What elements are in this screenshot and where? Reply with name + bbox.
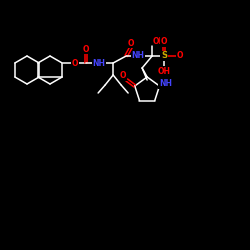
- Text: O: O: [161, 38, 167, 46]
- Text: OH: OH: [158, 66, 170, 76]
- Text: NH: NH: [132, 52, 144, 60]
- Text: O: O: [120, 72, 126, 80]
- Text: S: S: [161, 52, 167, 60]
- Text: O: O: [177, 52, 183, 60]
- Text: O: O: [72, 58, 78, 68]
- Text: O: O: [128, 38, 134, 48]
- Text: NH: NH: [159, 80, 172, 88]
- Text: O: O: [83, 44, 89, 54]
- Text: NH: NH: [92, 58, 106, 68]
- Text: OH: OH: [153, 38, 166, 46]
